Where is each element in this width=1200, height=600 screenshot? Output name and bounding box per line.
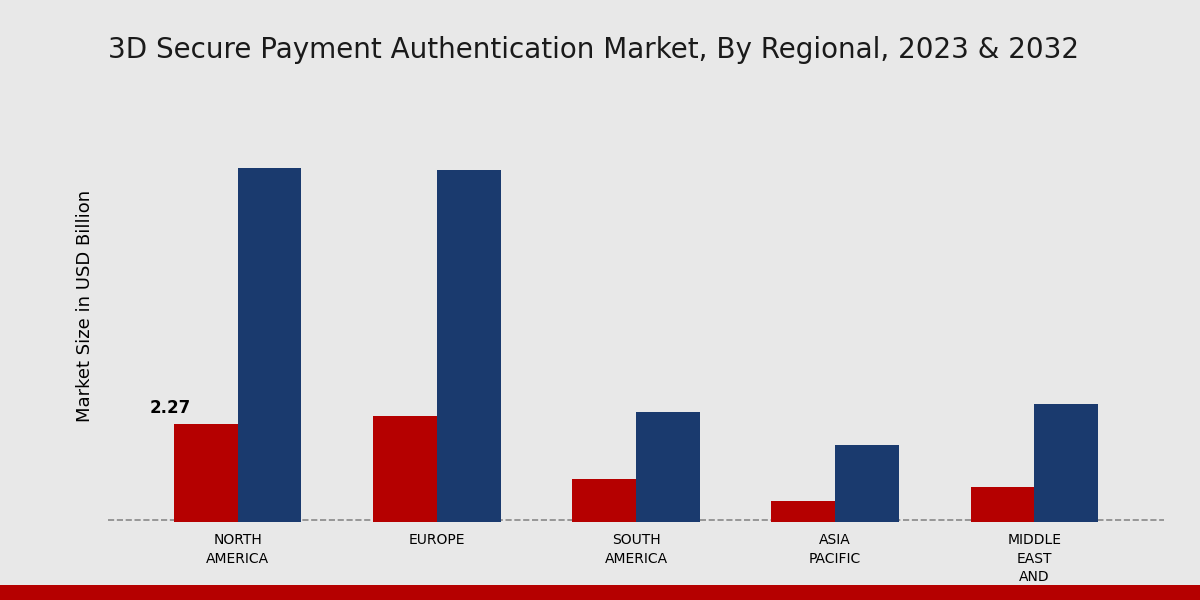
Y-axis label: Market Size in USD Billion: Market Size in USD Billion (76, 190, 94, 422)
Text: 2.27: 2.27 (150, 400, 191, 418)
Bar (174, 424, 238, 522)
Bar (1034, 404, 1098, 522)
Bar (772, 501, 835, 522)
Text: 3D Secure Payment Authentication Market, By Regional, 2023 & 2032: 3D Secure Payment Authentication Market,… (108, 36, 1079, 64)
Bar (437, 170, 500, 522)
Bar (971, 487, 1034, 522)
Bar (572, 479, 636, 522)
Bar (373, 416, 437, 522)
Bar (636, 412, 700, 522)
Bar (835, 445, 899, 522)
Bar (238, 168, 301, 522)
